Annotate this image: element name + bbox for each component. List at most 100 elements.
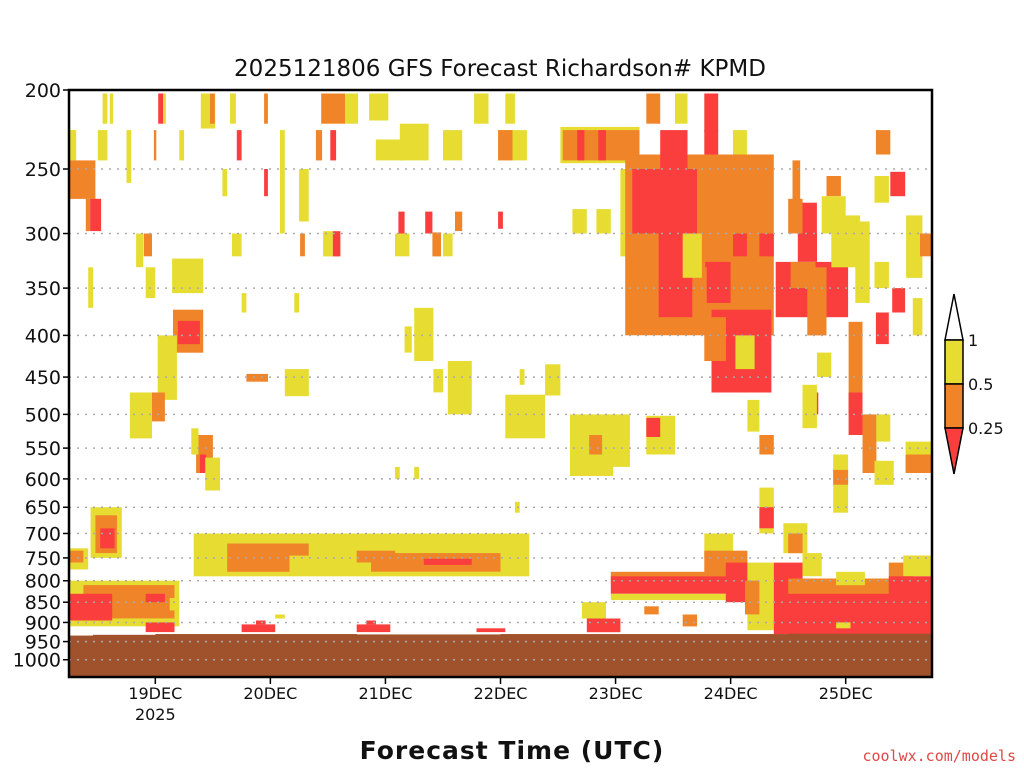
y-tick-label: 400	[25, 325, 61, 347]
y-tick-label: 600	[25, 469, 61, 491]
ri-0.25-0.5-cell	[300, 233, 305, 257]
ri-0.5-1-cell	[97, 130, 108, 161]
y-tick-label: 550	[25, 438, 61, 460]
ri-0.25-0.5-cell	[788, 533, 803, 554]
ri-0.5-1-cell	[596, 209, 611, 234]
ri-0.5-1-cell	[414, 307, 434, 361]
ri-0.5-1-cell	[222, 169, 228, 197]
chart-title: 2025121806 GFS Forecast Richardson# KPMD	[234, 56, 766, 82]
ri-0.5-1-cell	[735, 335, 755, 370]
ri-below-0.25-cell	[733, 233, 747, 257]
colorbar-white-arrow	[944, 293, 964, 341]
ri-0.5-1-cell	[447, 361, 472, 415]
ri-below-0.25-cell	[586, 618, 621, 633]
ri-below-0.25-cell	[145, 593, 165, 603]
ri-0.5-1-cell	[505, 93, 515, 124]
ri-0.25-0.5-cell	[848, 321, 863, 415]
ri-below-0.25-cell	[177, 320, 200, 345]
y-tick-label: 650	[25, 497, 61, 519]
ri-below-0.25-cell	[802, 202, 817, 234]
ri-below-0.25-cell	[890, 171, 906, 197]
ri-below-0.25-cell	[704, 93, 719, 132]
ri-0.5-1-cell	[874, 460, 894, 485]
ri-0.5-1-cell	[205, 457, 221, 491]
ri-0.5-1-cell	[572, 209, 587, 234]
ri-below-0.25-cell	[646, 417, 661, 437]
ri-below-0.25-cell	[423, 558, 472, 565]
ground-segment	[92, 634, 156, 677]
x-axis-label: Forecast Time (UTC)	[360, 736, 665, 765]
ri-0.25-0.5-cell	[227, 543, 290, 572]
ri-below-0.25-cell	[330, 130, 337, 161]
ri-0.5-1-cell	[129, 392, 152, 439]
ri-0.25-0.5-cell	[875, 130, 891, 155]
colorbar-orange-segment	[944, 383, 964, 429]
ri-below-0.25-cell	[498, 211, 503, 229]
ri-0.5-1-cell	[876, 414, 891, 442]
ri-below-0.25-cell	[398, 211, 405, 234]
colorbar-label-0.25: 0.25	[968, 419, 1004, 438]
x-tick-label: 20DEC	[243, 684, 297, 703]
ri-0.5-1-cell	[912, 298, 923, 336]
ri-0.25-0.5-cell	[826, 176, 841, 197]
ri-0.5-1-cell	[163, 93, 166, 124]
colorbar-label-1: 1	[968, 331, 978, 350]
y-tick-label: 950	[25, 632, 61, 654]
ri-below-0.25-cell	[725, 562, 748, 603]
x-tick-label: 23DEC	[589, 684, 643, 703]
ri-below-0.25-cell	[158, 93, 163, 124]
y-tick-label: 250	[25, 159, 61, 181]
ri-0.25-0.5-cell	[644, 606, 659, 615]
y-tick-label: 450	[25, 367, 61, 389]
y-tick-label: 1000	[13, 650, 61, 672]
ri-below-0.25-cell	[598, 130, 606, 161]
ri-0.5-1-cell	[433, 369, 443, 393]
ground-segment	[69, 635, 94, 677]
ri-0.5-1-cell	[443, 130, 463, 161]
ri-0.5-1-cell	[284, 369, 309, 397]
ri-0.5-1-cell	[169, 598, 180, 611]
x-tick-sublabel-year: 2025	[135, 705, 176, 724]
ri-0.5-1-cell	[299, 169, 309, 222]
ri-below-0.25-cell	[90, 198, 102, 232]
ri-0.5-1-cell	[414, 466, 419, 479]
ri-0.5-1-cell	[747, 399, 760, 432]
ri-below-0.25-cell	[704, 130, 719, 155]
ri-below-0.25-cell	[848, 392, 863, 435]
ri-0.5-1-cell	[855, 221, 870, 303]
ground-layer	[69, 633, 933, 677]
y-tick-label: 200	[25, 80, 61, 102]
ri-below-0.25-cell	[759, 507, 774, 529]
ri-0.25-0.5-cell	[682, 614, 698, 627]
ri-0.25-0.5-cell	[210, 93, 215, 124]
ri-0.5-1-cell	[802, 553, 822, 577]
ri-0.25-0.5-cell	[432, 232, 441, 257]
ri-0.5-1-cell	[241, 293, 247, 313]
ri-0.5-1-cell	[145, 267, 156, 299]
ground-segment	[615, 634, 789, 677]
ri-0.25-0.5-cell	[589, 435, 603, 455]
ground-segment	[788, 633, 933, 677]
colorbar-yellow-segment	[944, 339, 964, 385]
ri-0.25-0.5-cell	[807, 267, 827, 336]
y-axis: 200 250 300 350 400 450 500 550 600 650 700 7508008…	[13, 80, 69, 672]
y-tick-label: 800	[25, 571, 61, 593]
y-tick-label: 300	[25, 224, 61, 246]
ri-0.5-1-cell	[323, 231, 333, 257]
ri-0.5-1-cell	[172, 258, 204, 294]
ri-0.5-1-cell	[675, 93, 688, 124]
ri-below-0.25-cell	[332, 231, 341, 257]
y-tick-label: 900	[25, 612, 61, 634]
ri-0.5-1-cell	[906, 215, 923, 278]
y-tick-label: 750	[25, 548, 61, 570]
colorbar-label-0.5: 0.5	[968, 375, 993, 394]
ri-0.5-1-cell	[802, 384, 817, 429]
ri-0.25-0.5-cell	[498, 130, 513, 161]
ri-0.25-0.5-cell	[745, 580, 760, 615]
ri-below-0.25-cell	[797, 233, 817, 262]
ri-0.5-1-cell	[232, 233, 242, 257]
ri-0.25-0.5-cell	[69, 550, 84, 563]
ri-0.5-1-cell	[294, 293, 300, 313]
ri-0.25-0.5-cell	[315, 130, 323, 161]
